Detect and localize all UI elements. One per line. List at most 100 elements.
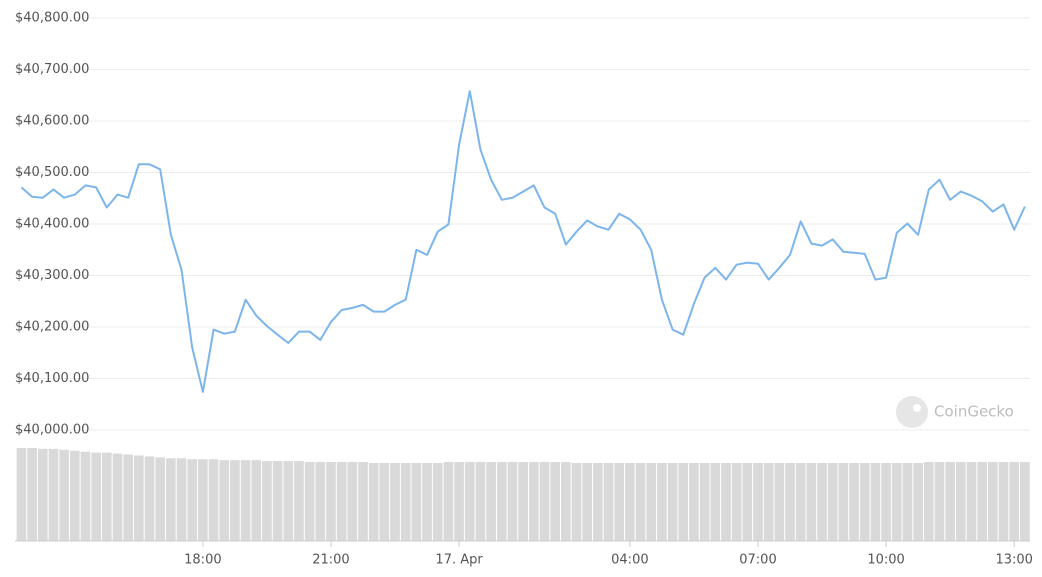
volume-bar bbox=[657, 462, 667, 541]
volume-bar bbox=[390, 462, 400, 541]
volume-bar bbox=[539, 462, 550, 541]
price-line bbox=[20, 90, 1026, 393]
volume-bar bbox=[358, 462, 368, 541]
volume-bar bbox=[603, 462, 614, 541]
volume-bar bbox=[69, 450, 80, 541]
volume-bar bbox=[432, 462, 443, 541]
volume-bar bbox=[464, 462, 475, 541]
volume-bar bbox=[283, 461, 294, 541]
watermark-eye bbox=[913, 404, 921, 412]
volume-bar bbox=[742, 462, 753, 541]
volume-bar bbox=[59, 449, 69, 541]
volume-bar bbox=[315, 462, 326, 541]
volume-bar bbox=[785, 462, 795, 541]
volume-bar bbox=[689, 462, 699, 541]
volume-bar bbox=[593, 462, 603, 541]
y-tick-label: $40,600.00 bbox=[15, 114, 89, 129]
volume-bar bbox=[230, 460, 240, 541]
volume-bar bbox=[977, 462, 987, 541]
volume-bar bbox=[699, 462, 710, 541]
volume-bar bbox=[240, 460, 251, 541]
volume-bar bbox=[208, 459, 219, 541]
volume-bar bbox=[16, 447, 27, 541]
y-tick-label: $40,400.00 bbox=[15, 217, 89, 232]
volume-bar bbox=[582, 462, 593, 541]
volume-bar bbox=[881, 462, 891, 541]
volume-bar bbox=[721, 462, 731, 541]
volume-bar bbox=[806, 462, 817, 541]
volume-bar bbox=[923, 462, 934, 541]
volume-bar bbox=[219, 460, 230, 541]
volume-bar bbox=[176, 458, 187, 541]
watermark: CoinGecko bbox=[896, 396, 1014, 428]
volume-bar bbox=[347, 462, 358, 541]
volume-bar bbox=[710, 462, 721, 541]
volume-bar bbox=[262, 461, 272, 541]
volume-bar bbox=[27, 447, 37, 541]
volume-bar bbox=[667, 462, 678, 541]
volume-bar bbox=[870, 462, 881, 541]
volume-bar bbox=[827, 462, 838, 541]
volume-bar bbox=[112, 453, 123, 541]
volume-bar bbox=[475, 462, 486, 541]
volume-bar bbox=[753, 462, 763, 541]
volume-bar bbox=[571, 462, 582, 541]
volume-bar bbox=[817, 462, 827, 541]
x-tick-label: 21:00 bbox=[312, 553, 349, 568]
volume-bar bbox=[326, 462, 336, 541]
plot: $40,000.00 $40,100.00 $40,200.00 $40,300.00… bbox=[15, 11, 1033, 568]
volume-bar bbox=[123, 454, 133, 541]
volume-bar bbox=[48, 448, 59, 541]
volume-bar bbox=[368, 462, 379, 541]
volume-bar bbox=[988, 462, 998, 541]
volume-bar bbox=[101, 452, 112, 541]
x-tick-label: 17. Apr bbox=[435, 553, 483, 568]
volume-bar bbox=[966, 462, 977, 541]
y-tick-label: $40,200.00 bbox=[15, 320, 89, 335]
volume-bar bbox=[859, 462, 870, 541]
volume-bar bbox=[454, 462, 464, 541]
volume-bar bbox=[80, 451, 91, 541]
volume-bar bbox=[443, 462, 454, 541]
volume-bar bbox=[37, 448, 48, 541]
volume-bar bbox=[198, 459, 208, 541]
x-tick-label: 18:00 bbox=[184, 553, 221, 568]
volume-bar bbox=[166, 458, 176, 541]
volume-bar bbox=[155, 457, 166, 541]
volume-bar bbox=[187, 459, 198, 541]
x-tick-label: 13:00 bbox=[995, 553, 1032, 568]
volume-bar bbox=[294, 461, 304, 541]
volume-bar bbox=[486, 462, 496, 541]
volume-bar bbox=[955, 462, 966, 541]
volume-bar bbox=[891, 462, 902, 541]
volume-bar bbox=[1020, 462, 1030, 541]
volume-bar bbox=[731, 462, 742, 541]
volume-bar bbox=[849, 462, 859, 541]
y-tick-label: $40,000.00 bbox=[15, 423, 89, 438]
volume-bar bbox=[625, 462, 635, 541]
volume-bar bbox=[763, 462, 774, 541]
y-tick-label: $40,700.00 bbox=[15, 62, 89, 77]
watermark-logo bbox=[896, 396, 928, 428]
volume-bar bbox=[144, 456, 155, 541]
volume-bar bbox=[496, 462, 507, 541]
volume-bar bbox=[528, 462, 539, 541]
y-tick-label: $40,800.00 bbox=[15, 11, 89, 26]
volume-bar bbox=[902, 462, 913, 541]
volume-bar bbox=[913, 462, 923, 541]
volume-bar bbox=[422, 462, 432, 541]
volume-bar bbox=[838, 462, 849, 541]
volume-bar bbox=[678, 462, 689, 541]
volume-bar bbox=[379, 462, 390, 541]
x-tick-label: 04:00 bbox=[611, 553, 648, 568]
volume-bar bbox=[400, 462, 411, 541]
volume-bar bbox=[795, 462, 806, 541]
volume-bar bbox=[614, 462, 625, 541]
x-tick-label: 07:00 bbox=[739, 553, 776, 568]
volume-bar bbox=[251, 460, 262, 541]
volume-bar bbox=[518, 462, 528, 541]
volume-bar bbox=[646, 462, 657, 541]
volume-bar bbox=[934, 462, 945, 541]
x-tick-label: 10:00 bbox=[867, 553, 904, 568]
